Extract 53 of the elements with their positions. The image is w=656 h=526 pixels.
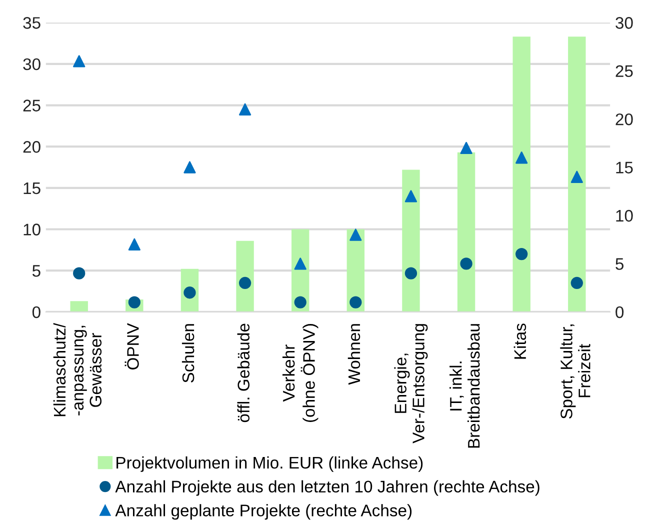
bar <box>236 240 254 312</box>
bar <box>402 170 420 312</box>
bar <box>568 36 586 312</box>
y-tick-label: 30 <box>23 58 40 70</box>
x-tick-label: IT, inkl. Breitbandausbau <box>450 324 480 448</box>
point <box>404 267 418 280</box>
x-tick-label: öffl. Gebäude <box>237 324 250 422</box>
x-tick-label: Sport, Kultur, Freizeit <box>560 324 590 419</box>
y2-tick-label: 30 <box>616 17 633 29</box>
point <box>516 248 528 260</box>
y2-tick-label: 5 <box>616 258 624 270</box>
y2-tick-label: 15 <box>616 162 633 174</box>
point <box>570 276 583 290</box>
y2-tick-label: 20 <box>616 113 633 126</box>
y-tick-label: 15 <box>24 182 40 194</box>
point <box>350 228 362 241</box>
x-tick-label: Schulen <box>182 324 194 382</box>
point <box>238 276 252 290</box>
point <box>73 267 86 280</box>
y2-tick-label: 10 <box>616 210 633 222</box>
y-tick-label: 35 <box>23 17 40 29</box>
legend-label: Anzahl geplante Projekte (rechte Achse) <box>115 504 412 520</box>
legend-label: Projektvolumen in Mio. EUR (linke Achse) <box>116 456 423 472</box>
x-tick-label: Klimaschutz/ -anpassung, Gewässer <box>53 323 102 416</box>
point <box>460 258 472 270</box>
point <box>184 161 196 174</box>
legend-label: Anzahl Projekte aus den letzten 10 Jahren (rechte Achse) <box>115 480 540 496</box>
point <box>294 258 306 270</box>
point <box>570 170 583 183</box>
point <box>294 296 306 308</box>
bar <box>457 152 476 312</box>
y2-tick-label: 0 <box>616 306 624 318</box>
x-tick-label: Verkehr (ohne ÖPNV) <box>282 324 318 422</box>
y-tick-label: 25 <box>23 100 40 112</box>
y2-tick-label: 25 <box>616 65 633 78</box>
x-tick-label: Wohnen <box>348 324 360 385</box>
x-tick-label: Kitas <box>514 324 526 359</box>
bar <box>512 36 530 312</box>
point <box>128 296 140 308</box>
y-tick-label: 5 <box>32 265 40 277</box>
point <box>73 55 86 68</box>
point <box>460 142 472 154</box>
y-tick-label: 10 <box>24 224 40 236</box>
bar <box>70 301 88 312</box>
y-tick-label: 0 <box>32 306 40 318</box>
x-tick-label: ÖPNV <box>124 323 139 370</box>
point <box>238 103 252 116</box>
y-tick-label: 20 <box>23 141 40 153</box>
point <box>350 296 362 308</box>
point <box>516 152 528 164</box>
x-tick-label: Energie, Ver-/Entsorgung <box>394 324 428 444</box>
point <box>128 238 140 250</box>
point <box>404 190 418 202</box>
